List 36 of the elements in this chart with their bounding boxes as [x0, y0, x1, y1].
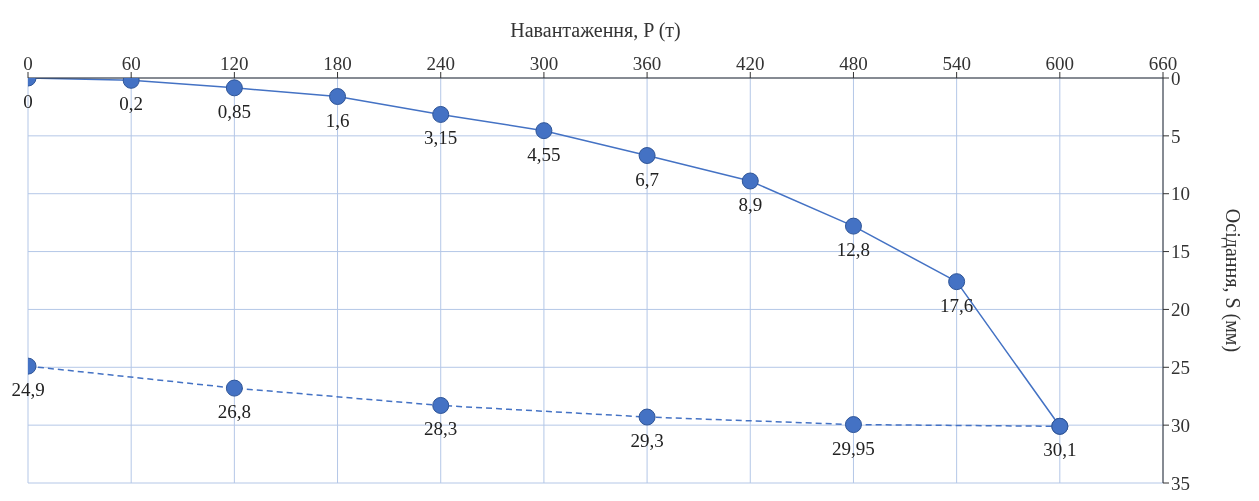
- data-label: 26,8: [217, 401, 251, 423]
- x-tick-label: 60: [121, 53, 141, 74]
- y-tick-label: 5: [1171, 125, 1181, 147]
- data-label: 0: [23, 91, 33, 112]
- data-label: 0,85: [217, 100, 251, 122]
- y-tick-label: 10: [1171, 183, 1190, 205]
- x-tick-label: 0: [23, 53, 33, 74]
- y-tick-label: 25: [1171, 357, 1190, 379]
- data-label: 8,9: [738, 193, 763, 215]
- data-label: 3,15: [424, 127, 458, 149]
- data-label: 4,55: [527, 143, 561, 165]
- data-label: 29,95: [832, 437, 875, 459]
- x-tick-label: 420: [736, 53, 765, 74]
- y-tick-label: 15: [1171, 241, 1190, 263]
- data-label: 0,2: [119, 93, 144, 115]
- y-tick-label: 30: [1171, 414, 1190, 436]
- data-label: 17,6: [940, 294, 974, 316]
- y-tick-label: 20: [1171, 299, 1190, 321]
- x-tick-label: 540: [942, 53, 971, 74]
- data-label: 30,1: [1043, 439, 1077, 461]
- x-tick-label: 480: [839, 53, 868, 74]
- x-tick-label: 120: [220, 53, 249, 74]
- x-tick-label: 360: [632, 53, 662, 74]
- data-label: 28,3: [424, 418, 458, 440]
- data-label: 29,3: [630, 430, 664, 452]
- data-label: 24,9: [11, 379, 45, 401]
- data-label: 1,6: [325, 109, 350, 131]
- x-tick-label: 180: [323, 53, 352, 74]
- data-label: 6,7: [635, 168, 659, 190]
- x-tick-label: 240: [426, 53, 455, 74]
- x-tick-label: 300: [529, 53, 559, 74]
- x-tick-label: 600: [1045, 53, 1075, 74]
- y-tick-label: 35: [1171, 472, 1190, 494]
- data-label: 12,8: [836, 239, 871, 261]
- x-axis-title: Навантаження, P (т): [510, 19, 681, 43]
- y-axis-title: Осідання, S (мм): [1220, 208, 1244, 353]
